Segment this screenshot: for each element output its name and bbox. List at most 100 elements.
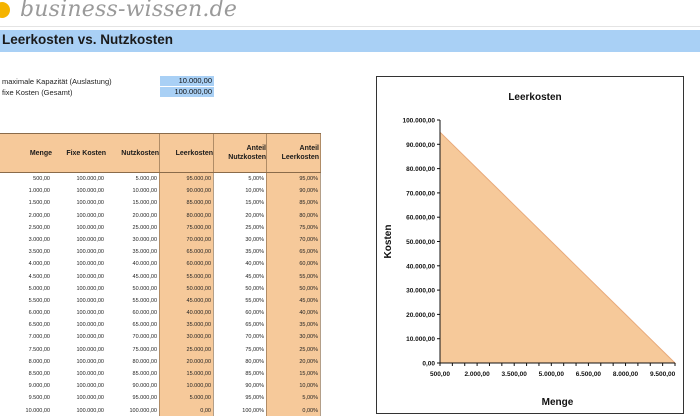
cell-anteil-nutzkosten[interactable]: 25,00% (245, 224, 264, 231)
cell-anteil-nutzkosten[interactable]: 95,00% (245, 395, 264, 402)
cell-menge[interactable]: 6.000,00 (28, 310, 50, 317)
cell-fixe-kosten[interactable]: 100.000,00 (76, 322, 104, 329)
param-input-capacity[interactable]: 10.000,00 (160, 76, 214, 86)
cell-nutzkosten[interactable]: 45.000,00 (132, 273, 157, 280)
cell-fixe-kosten[interactable]: 100.000,00 (76, 224, 104, 231)
cell-leerkosten[interactable]: 25.000,00 (159, 343, 213, 356)
cell-leerkosten[interactable]: 55.000,00 (159, 270, 213, 283)
cell-menge[interactable]: 1.500,00 (28, 200, 50, 207)
cell-fixe-kosten[interactable]: 100.000,00 (76, 273, 104, 280)
cell-anteil-leerkosten[interactable]: 70,00% (266, 233, 320, 247)
cell-nutzkosten[interactable]: 30.000,00 (132, 236, 157, 243)
cell-nutzkosten[interactable]: 80.000,00 (132, 358, 157, 365)
cell-nutzkosten[interactable]: 35.000,00 (132, 249, 157, 256)
cell-leerkosten[interactable]: 45.000,00 (159, 294, 213, 308)
cell-menge[interactable]: 4.500,00 (28, 273, 50, 280)
cell-fixe-kosten[interactable]: 100.000,00 (76, 371, 104, 377)
cell-leerkosten[interactable]: 30.000,00 (159, 331, 213, 344)
cell-nutzkosten[interactable]: 20.000,00 (132, 212, 157, 219)
cell-anteil-nutzkosten[interactable]: 30,00% (245, 236, 264, 243)
cell-anteil-leerkosten[interactable]: 75,00% (266, 221, 320, 234)
cell-menge[interactable]: 1.000,00 (28, 188, 50, 195)
cell-fixe-kosten[interactable]: 100.000,00 (76, 249, 104, 256)
cell-nutzkosten[interactable]: 25.000,00 (132, 224, 157, 231)
cell-anteil-nutzkosten[interactable]: 45,00% (245, 273, 264, 280)
cell-anteil-nutzkosten[interactable]: 20,00% (245, 212, 264, 219)
cell-menge[interactable]: 2.000,00 (28, 212, 50, 219)
cell-anteil-nutzkosten[interactable]: 35,00% (245, 249, 264, 256)
cell-leerkosten[interactable]: 20.000,00 (159, 355, 213, 368)
cell-anteil-leerkosten[interactable]: 15,00% (266, 368, 320, 381)
cell-anteil-nutzkosten[interactable]: 90,00% (245, 383, 264, 390)
cell-fixe-kosten[interactable]: 100.000,00 (76, 407, 104, 414)
cell-anteil-leerkosten[interactable]: 35,00% (266, 319, 320, 332)
cell-nutzkosten[interactable]: 90.000,00 (132, 383, 157, 390)
cell-menge[interactable]: 5.000,00 (28, 285, 50, 292)
cell-anteil-leerkosten[interactable]: 55,00% (266, 270, 320, 283)
cell-leerkosten[interactable]: 80.000,00 (159, 209, 213, 222)
cell-anteil-nutzkosten[interactable]: 10,00% (245, 188, 264, 195)
cell-anteil-leerkosten[interactable]: 60,00% (266, 258, 320, 271)
cell-anteil-nutzkosten[interactable]: 100,00% (242, 407, 264, 414)
cell-nutzkosten[interactable]: 65.000,00 (132, 322, 157, 329)
cell-fixe-kosten[interactable]: 100.000,00 (76, 383, 104, 390)
cell-leerkosten[interactable]: 85.000,00 (159, 197, 213, 210)
cell-anteil-nutzkosten[interactable]: 80,00% (245, 358, 264, 365)
cell-menge[interactable]: 4.000,00 (28, 261, 50, 268)
cell-fixe-kosten[interactable]: 100.000,00 (76, 395, 104, 402)
cell-nutzkosten[interactable]: 70.000,00 (132, 334, 157, 341)
cell-anteil-leerkosten[interactable]: 80,00% (266, 209, 320, 222)
cell-nutzkosten[interactable]: 5.000,00 (135, 176, 157, 182)
cell-nutzkosten[interactable]: 50.000,00 (132, 285, 157, 292)
cell-anteil-nutzkosten[interactable]: 60,00% (245, 310, 264, 317)
cell-fixe-kosten[interactable]: 100.000,00 (76, 285, 104, 292)
cell-fixe-kosten[interactable]: 100.000,00 (76, 310, 104, 317)
cell-anteil-leerkosten[interactable]: 45,00% (266, 294, 320, 308)
cell-nutzkosten[interactable]: 40.000,00 (132, 261, 157, 268)
cell-nutzkosten[interactable]: 55.000,00 (132, 297, 157, 304)
cell-anteil-leerkosten[interactable]: 40,00% (266, 307, 320, 320)
cell-menge[interactable]: 8.500,00 (28, 371, 50, 377)
cell-leerkosten[interactable]: 0,00 (159, 404, 213, 416)
cell-leerkosten[interactable]: 60.000,00 (159, 258, 213, 271)
cell-menge[interactable]: 5.500,00 (28, 297, 50, 304)
cell-fixe-kosten[interactable]: 100.000,00 (76, 188, 104, 195)
cell-nutzkosten[interactable]: 95.000,00 (132, 395, 157, 402)
cell-fixe-kosten[interactable]: 100.000,00 (76, 358, 104, 365)
cell-menge[interactable]: 9.500,00 (28, 395, 50, 402)
cell-anteil-nutzkosten[interactable]: 55,00% (245, 297, 264, 304)
cell-leerkosten[interactable]: 10.000,00 (159, 380, 213, 393)
cell-fixe-kosten[interactable]: 100.000,00 (76, 297, 104, 304)
cell-anteil-nutzkosten[interactable]: 70,00% (245, 334, 264, 341)
cell-leerkosten[interactable]: 15.000,00 (159, 368, 213, 381)
cell-nutzkosten[interactable]: 15.000,00 (132, 200, 157, 207)
cell-nutzkosten[interactable]: 10.000,00 (132, 188, 157, 195)
cell-menge[interactable]: 6.500,00 (28, 322, 50, 329)
cell-menge[interactable]: 10.000,00 (25, 407, 50, 414)
cell-leerkosten[interactable]: 50.000,00 (159, 282, 213, 295)
cell-anteil-leerkosten[interactable]: 25,00% (266, 343, 320, 356)
cell-anteil-leerkosten[interactable]: 95,00% (266, 173, 320, 186)
cell-anteil-leerkosten[interactable]: 85,00% (266, 197, 320, 210)
cell-menge[interactable]: 500,00 (33, 176, 50, 182)
cell-nutzkosten[interactable]: 60.000,00 (132, 310, 157, 317)
cell-anteil-leerkosten[interactable]: 20,00% (266, 355, 320, 368)
cell-nutzkosten[interactable]: 75.000,00 (132, 346, 157, 353)
cell-fixe-kosten[interactable]: 100.000,00 (76, 346, 104, 353)
cell-anteil-nutzkosten[interactable]: 5,00% (248, 176, 264, 182)
cell-menge[interactable]: 3.000,00 (28, 236, 50, 243)
cell-anteil-nutzkosten[interactable]: 40,00% (245, 261, 264, 268)
cell-menge[interactable]: 8.000,00 (28, 358, 50, 365)
cell-leerkosten[interactable]: 65.000,00 (159, 246, 213, 259)
cell-menge[interactable]: 3.500,00 (28, 249, 50, 256)
cell-anteil-leerkosten[interactable]: 5,00% (266, 392, 320, 405)
cell-anteil-nutzkosten[interactable]: 15,00% (245, 200, 264, 207)
cell-menge[interactable]: 7.000,00 (28, 334, 50, 341)
cell-fixe-kosten[interactable]: 100.000,00 (76, 176, 104, 182)
cell-anteil-leerkosten[interactable]: 10,00% (266, 380, 320, 393)
cell-fixe-kosten[interactable]: 100.000,00 (76, 236, 104, 243)
cell-anteil-nutzkosten[interactable]: 75,00% (245, 346, 264, 353)
cell-nutzkosten[interactable]: 85.000,00 (132, 371, 157, 377)
cell-anteil-leerkosten[interactable]: 65,00% (266, 246, 320, 259)
cell-leerkosten[interactable]: 90.000,00 (159, 185, 213, 198)
